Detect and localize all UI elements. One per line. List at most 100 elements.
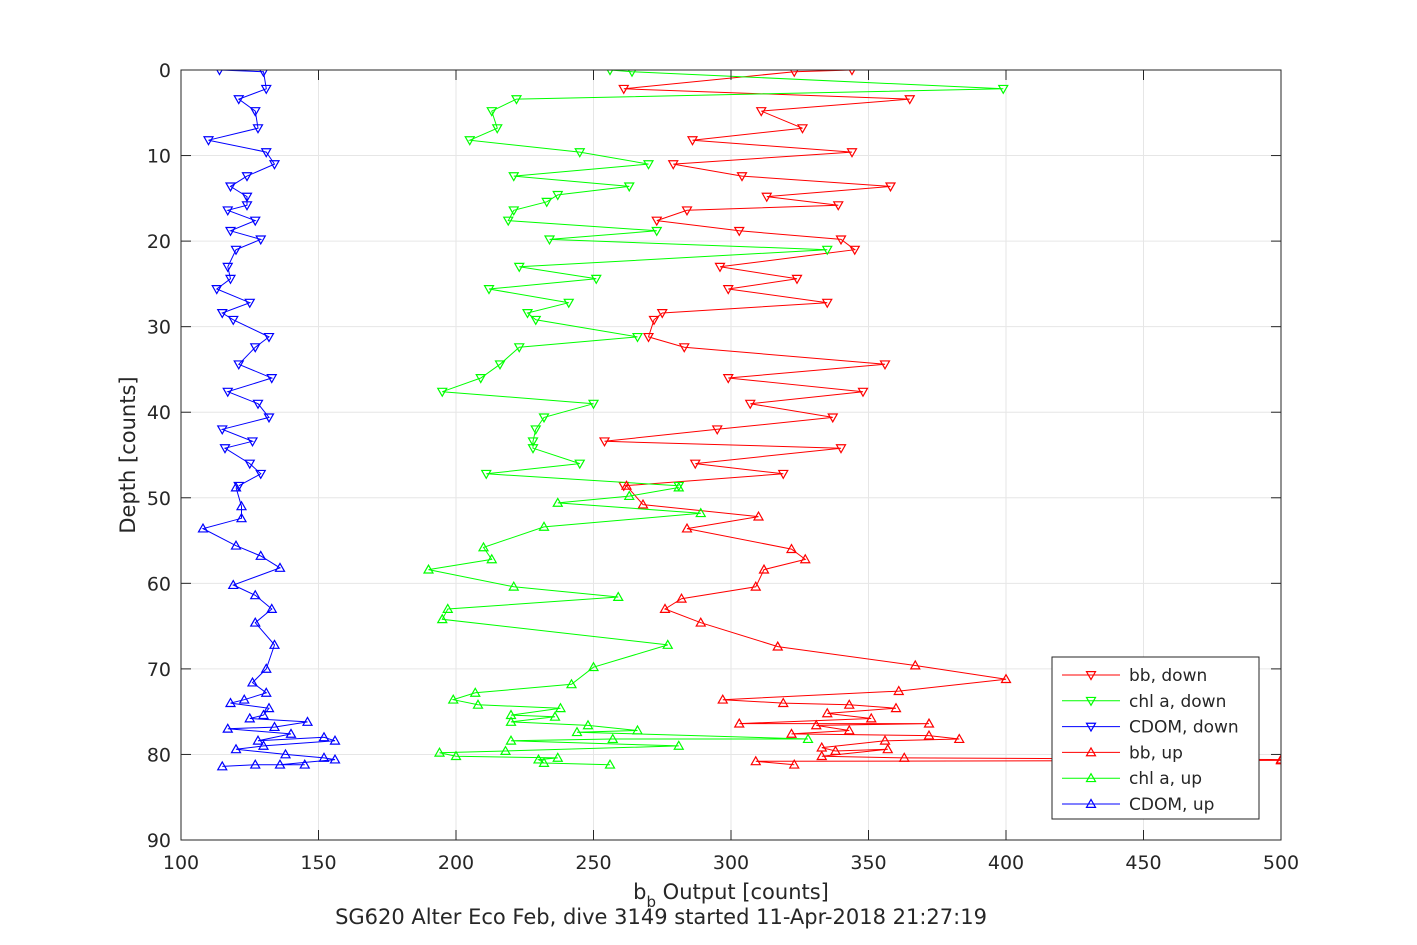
data-point-chl-a-down: [486, 107, 498, 117]
data-point-bb-down: [846, 148, 858, 158]
data-point-cdom-up: [257, 740, 270, 750]
data-point-cdom-up: [249, 589, 261, 600]
series-cdom-up: [197, 481, 341, 771]
data-point-cdom-down: [249, 107, 261, 117]
data-point-bb-down: [686, 136, 699, 146]
chart-caption: SG620 Alter Eco Feb, dive 3149 started 1…: [335, 905, 987, 929]
y-tick-label: 50: [147, 488, 171, 510]
data-point-cdom-down: [252, 124, 264, 134]
data-point-cdom-down: [241, 192, 253, 203]
legend-entry-cdom-down: CDOM, down: [1062, 718, 1239, 738]
data-point-bb-down: [736, 172, 748, 182]
data-point-cdom-up: [238, 693, 250, 704]
data-point-bb-up: [909, 659, 921, 670]
y-tick-label: 80: [147, 744, 171, 766]
data-point-bb-down: [667, 160, 679, 170]
series-chl-a-up: [422, 481, 814, 769]
data-point-cdom-up: [257, 709, 270, 720]
data-point-cdom-down: [249, 343, 261, 353]
data-point-cdom-down: [244, 459, 256, 470]
data-point-bb-down: [849, 245, 861, 256]
data-point-chl-a-down: [642, 160, 655, 170]
data-point-cdom-down: [222, 262, 234, 273]
data-point-bb-up: [1000, 673, 1012, 684]
data-point-bb-up: [681, 522, 693, 533]
data-point-cdom-up: [222, 723, 234, 733]
legend-label: bb, up: [1129, 743, 1183, 763]
data-point-chl-a-up: [552, 752, 564, 762]
data-point-cdom-up: [224, 697, 237, 708]
data-point-cdom-down: [216, 309, 228, 319]
data-point-chl-a-down: [530, 425, 542, 436]
data-point-chl-a-up: [552, 497, 564, 507]
data-point-bb-up: [777, 697, 789, 708]
data-point-chl-a-up: [422, 563, 435, 574]
data-point-chl-a-up: [469, 687, 481, 697]
data-point-chl-a-up: [623, 490, 635, 501]
y-tick-label: 70: [147, 659, 171, 681]
data-point-chl-a-up: [505, 709, 517, 720]
x-axis-label: bb Output [counts]: [633, 880, 829, 911]
data-point-chl-a-down: [563, 298, 575, 309]
data-point-chl-a-down: [480, 469, 492, 480]
series-chl-a-down: [436, 70, 1009, 492]
data-point-chl-a-up: [587, 661, 600, 672]
legend-entry-chl-a-up: chl a, up: [1062, 769, 1202, 789]
data-point-bb-down: [821, 298, 833, 309]
y-tick-label: 10: [147, 146, 171, 168]
data-point-cdom-down: [219, 444, 231, 454]
data-point-chl-a-down: [627, 70, 637, 78]
data-point-chl-a-up: [436, 613, 448, 624]
data-point-cdom-down: [252, 399, 264, 410]
data-point-cdom-up: [260, 687, 272, 697]
data-point-chl-a-up: [447, 693, 459, 704]
data-point-bb-down: [733, 226, 745, 237]
data-point-cdom-up: [244, 712, 256, 723]
data-point-chl-a-down: [587, 399, 600, 410]
data-point-bb-down: [642, 332, 655, 343]
data-point-cdom-up: [301, 716, 314, 726]
data-point-cdom-up: [266, 603, 278, 613]
data-point-bb-down: [790, 70, 799, 78]
data-point-bb-up: [816, 741, 828, 752]
data-point-bb-up: [788, 759, 800, 769]
data-point-cdom-down: [263, 332, 275, 343]
data-point-chl-a-up: [607, 733, 619, 744]
data-point-bb-down: [722, 285, 734, 295]
data-point-bb-down: [618, 84, 630, 95]
legend-label: chl a, down: [1129, 692, 1226, 712]
legend-entry-bb-up: bb, up: [1062, 743, 1183, 763]
data-point-chl-a-up: [538, 521, 550, 531]
data-point-chl-a-down: [436, 387, 448, 398]
legend-box: [1051, 656, 1260, 820]
data-point-bb-up: [829, 745, 842, 755]
data-point-bb-up: [923, 729, 935, 740]
data-point-chl-a-up: [565, 678, 578, 689]
legend-label: CDOM, up: [1129, 795, 1214, 815]
x-axis-label-main: b: [633, 880, 646, 904]
data-point-cdom-up: [274, 562, 286, 572]
grid-lines: [181, 70, 1281, 840]
data-point-cdom-down: [216, 425, 228, 436]
data-point-cdom-down: [224, 182, 237, 193]
data-point-bb-up: [893, 685, 905, 696]
data-point-bb-down: [744, 399, 756, 410]
legend-marker: [1085, 746, 1097, 757]
x-tick-label: 200: [438, 852, 474, 874]
data-point-bb-down: [848, 70, 856, 76]
data-point-cdom-down: [246, 437, 259, 448]
legend-marker: [1085, 671, 1097, 681]
data-point-cdom-up: [230, 481, 242, 492]
data-point-cdom-down: [260, 84, 272, 95]
legend-marker: [1085, 798, 1097, 808]
data-point-chl-a-down: [513, 262, 525, 273]
legend-entry-bb-down: bb, down: [1062, 666, 1207, 686]
data-point-bb-down: [689, 459, 701, 470]
legend-entry-cdom-up: CDOM, up: [1062, 795, 1214, 815]
data-point-bb-up: [752, 510, 765, 521]
data-point-bb-up: [717, 693, 729, 704]
legend-marker: [1085, 772, 1097, 783]
data-point-chl-a-up: [673, 481, 685, 492]
data-point-bb-down: [832, 201, 844, 211]
data-point-cdom-down: [268, 160, 281, 170]
